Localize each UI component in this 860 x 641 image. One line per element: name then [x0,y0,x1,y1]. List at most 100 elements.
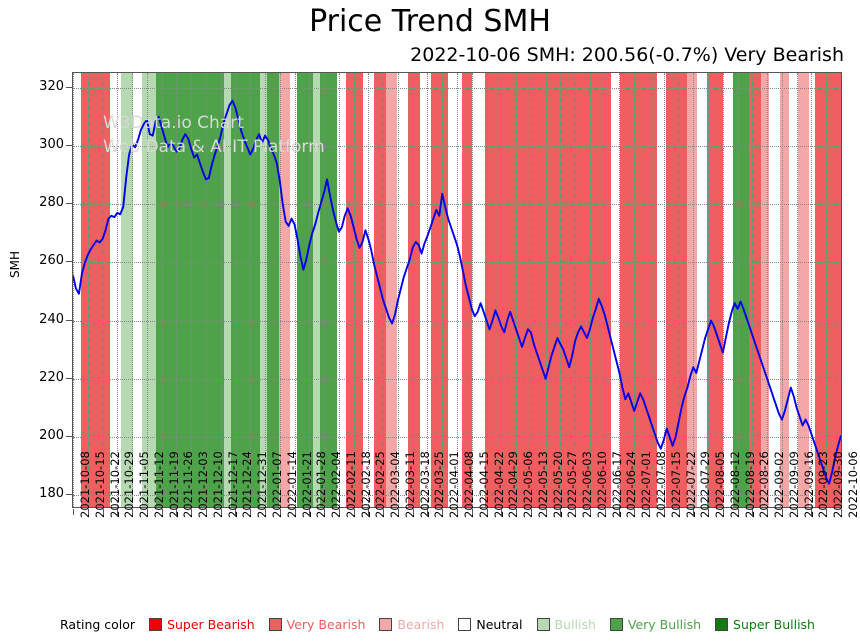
rating-band [619,73,657,507]
rating-band [707,73,723,507]
x-tick-mark [604,509,606,515]
legend-item[interactable]: Neutral [458,616,523,632]
legend-label: Neutral [476,616,523,632]
x-tick-label: 2022-03-18 [417,451,432,518]
x-tick-mark [752,509,754,515]
x-tick-label: 2022-03-04 [388,451,403,518]
rating-band [733,73,749,507]
rating-band [109,73,121,507]
x-tick-label: 2021-12-17 [225,451,240,518]
rating-band [610,73,620,507]
chart-subtitle: 2022-10-06 SMH: 200.56(-0.7%) Very Beari… [410,44,844,66]
rating-band [259,73,267,507]
x-tick-label: 2022-03-25 [432,451,447,518]
rating-band [142,73,156,507]
x-tick-mark [309,509,311,515]
gridline-vertical [353,73,355,507]
x-tick-mark [471,509,473,515]
legend-label: Bullish [554,616,596,632]
x-tick-mark [678,509,680,515]
gridline-vertical [397,73,399,507]
gridline-vertical [501,73,503,507]
gridline-vertical [176,73,178,507]
legend-item[interactable]: Bearish [379,617,444,632]
x-tick-label: 2022-01-28 [314,451,329,518]
x-tick-mark [368,509,370,515]
legend-item[interactable]: Super Bullish [715,617,815,632]
gridline-vertical [649,73,650,507]
x-tick-label: 2022-07-29 [698,451,713,518]
x-tick-mark [324,509,326,515]
legend-item[interactable]: Very Bullish [609,616,702,632]
rating-band [472,73,485,507]
x-tick-label: 2022-09-02 [772,451,787,518]
rating-band [420,73,431,507]
page-title: Price Trend SMH [309,4,551,39]
gridline-vertical [338,73,340,507]
gridline-vertical [545,73,547,507]
gridline-vertical [796,73,798,507]
gridline-vertical [161,73,163,507]
x-tick-label: 2022-06-17 [609,451,624,518]
x-tick-mark [117,509,119,515]
gridline-vertical [205,73,207,507]
x-tick-label: 2022-04-15 [476,451,491,518]
gridline-vertical [324,73,326,507]
x-tick-mark [205,509,207,515]
x-tick-mark [235,509,237,515]
x-tick-mark [412,509,414,515]
legend-item[interactable]: Bullish [536,616,596,632]
gridline-vertical [604,73,606,507]
gridline-vertical [442,73,444,507]
x-tick-label: 2022-02-04 [329,451,344,518]
x-tick-label: 2022-05-27 [565,451,580,518]
gridline-vertical [752,73,754,507]
x-tick-label: 2022-04-22 [491,451,506,518]
x-tick-label: 2022-05-13 [535,451,550,518]
x-tick-mark [589,509,591,515]
rating-band [397,73,408,507]
x-tick-mark [457,509,458,515]
gridline-vertical [220,73,222,507]
x-tick-mark [176,509,178,515]
gridline-vertical [427,73,429,507]
watermark-line-1: W3Data.io Chart [103,113,244,133]
x-tick-mark [427,509,429,515]
rating-band [814,73,841,507]
legend-item[interactable]: Super Bearish [149,617,255,632]
gridline-vertical [678,73,680,507]
x-tick-mark [501,509,503,515]
rating-band [665,73,688,507]
x-tick-label: 2022-10-06 [846,451,860,518]
x-tick-mark [767,509,769,515]
gridline-vertical [279,73,281,507]
rating-band [312,73,321,507]
x-tick-mark [250,509,252,515]
legend-item[interactable]: Very Bearish [268,617,365,632]
x-tick-label: 2021-11-12 [151,451,166,518]
rating-band [80,73,110,507]
y-tick-mark [66,144,72,146]
x-tick-mark [102,509,104,515]
x-tick-label: 2021-10-22 [107,451,122,518]
gridline-vertical [722,73,724,507]
x-tick-label: 2022-05-06 [521,451,536,518]
x-tick-label: 2021-10-29 [122,451,137,518]
legend-label: Very Bullish [627,616,702,632]
legend-swatch-icon [379,617,393,631]
x-tick-mark [397,509,399,515]
x-tick-label: 2021-12-31 [255,451,270,518]
rating-band [223,73,232,507]
rating-band [748,73,762,507]
price-line [73,99,841,485]
rating-band [797,73,809,507]
x-tick-mark [220,509,222,515]
plot-area: W3Data.io Chart Web Data & AI IT Platfor… [72,72,842,508]
gridline-vertical [516,73,518,507]
rating-band [430,73,448,507]
x-tick-label: 2022-07-08 [654,451,668,518]
legend-swatch-icon [536,617,550,631]
gridline-vertical [471,73,473,507]
x-tick-mark [575,509,577,515]
